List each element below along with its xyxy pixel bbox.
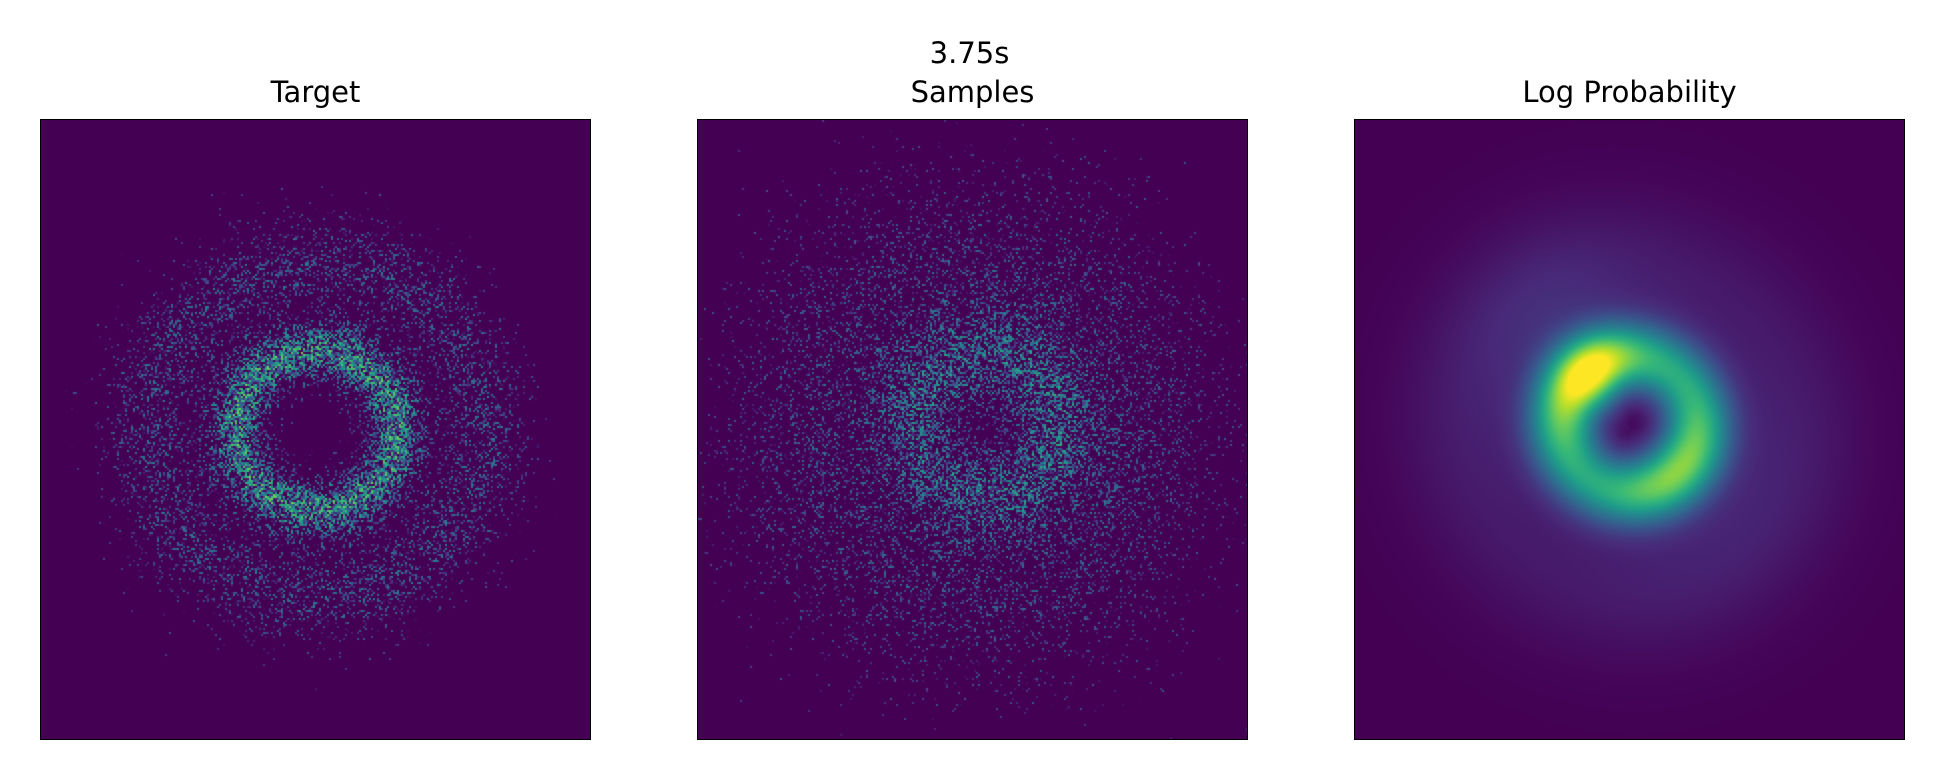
panel-title-target: Target	[270, 75, 361, 109]
plot-area-log-probability	[1354, 119, 1905, 740]
panel-samples: Samples	[697, 75, 1248, 740]
figure-suptitle: 3.75s	[929, 36, 1010, 70]
plot-area-target	[40, 119, 591, 740]
heatmap-samples	[698, 120, 1247, 739]
heatmap-target	[41, 120, 590, 739]
panel-log-probability: Log Probability	[1354, 75, 1905, 740]
heatmap-log-probability	[1355, 120, 1904, 739]
panel-target: Target	[40, 75, 591, 740]
panel-title-log-probability: Log Probability	[1522, 75, 1737, 109]
panel-title-samples: Samples	[910, 75, 1035, 109]
plot-area-samples	[697, 119, 1248, 740]
